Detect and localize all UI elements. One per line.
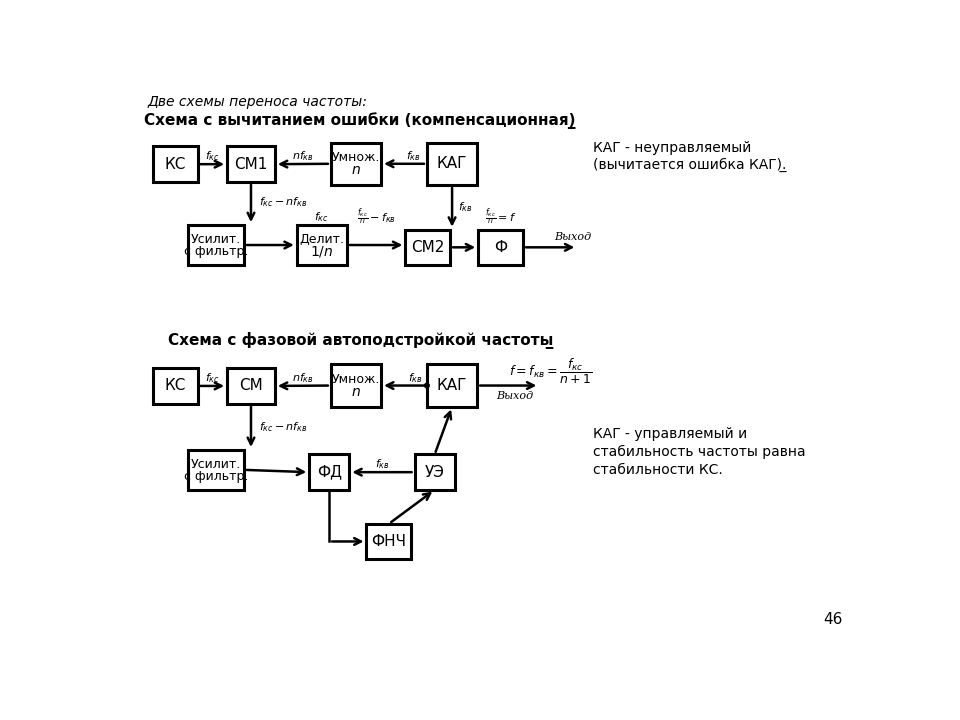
Text: СМ2: СМ2 [411,240,444,255]
Text: Ф: Ф [494,240,507,255]
Text: Выход: Выход [554,232,591,241]
Text: $n$: $n$ [351,163,361,177]
FancyBboxPatch shape [153,146,198,182]
Text: СМ: СМ [239,379,263,393]
Text: $f_{кс}$: $f_{кс}$ [315,210,329,224]
Text: $nf_{кв}$: $nf_{кв}$ [292,371,314,384]
Text: $f_{кс}-nf_{кв}$: $f_{кс}-nf_{кв}$ [259,195,307,209]
Text: стабильности КС.: стабильности КС. [592,463,723,477]
Text: 46: 46 [824,612,843,626]
Text: Схема с вычитанием ошибки (компенсационная)̲: Схема с вычитанием ошибки (компенсационн… [145,113,576,130]
Text: $f_{кв}$: $f_{кв}$ [458,200,473,214]
Text: КС: КС [164,157,185,171]
Text: $f_{кс}-nf_{кв}$: $f_{кс}-nf_{кв}$ [259,420,307,433]
Circle shape [424,383,429,388]
Text: Умнож.: Умнож. [332,373,380,386]
Text: Выход: Выход [496,392,534,401]
Text: КС: КС [164,379,185,393]
Text: $nf_{кв}$: $nf_{кв}$ [292,150,314,163]
Text: с фильтр.: с фильтр. [184,246,249,258]
Text: ФНЧ: ФНЧ [372,534,406,549]
FancyBboxPatch shape [188,450,244,490]
Text: (вычитается ошибка КАГ).̲: (вычитается ошибка КАГ).̲ [592,158,786,172]
Text: КАГ - неуправляемый: КАГ - неуправляемый [592,141,751,155]
Text: УЭ: УЭ [424,464,444,480]
Text: $f_{кс}$: $f_{кс}$ [204,150,220,163]
FancyBboxPatch shape [227,146,275,182]
FancyBboxPatch shape [188,225,244,265]
FancyBboxPatch shape [331,143,381,185]
Text: $f=f_{кв}=\dfrac{f_{кс}}{n+1}$: $f=f_{кв}=\dfrac{f_{кс}}{n+1}$ [509,357,592,387]
Text: $f_{кв}$: $f_{кв}$ [374,456,390,471]
FancyBboxPatch shape [427,364,477,407]
FancyBboxPatch shape [405,230,450,265]
Text: $\frac{f_{кс}}{n}-f_{кв}$: $\frac{f_{кс}}{n}-f_{кв}$ [356,207,396,228]
Text: Делит.: Делит. [300,233,345,246]
FancyBboxPatch shape [331,364,381,407]
FancyBboxPatch shape [227,368,275,404]
Text: СМ1: СМ1 [234,157,268,171]
FancyBboxPatch shape [153,368,198,404]
FancyBboxPatch shape [478,230,523,265]
Text: КАГ - управляемый и: КАГ - управляемый и [592,428,747,441]
Text: Усилит.: Усилит. [191,233,241,246]
Text: Схема с фазовой автоподстройкой частоты̲: Схема с фазовой автоподстройкой частоты̲ [168,332,553,349]
FancyBboxPatch shape [297,225,348,265]
Text: стабильность частоты равна: стабильность частоты равна [592,445,805,459]
FancyBboxPatch shape [309,454,349,490]
Text: Две схемы переноса частоты:: Две схемы переноса частоты: [147,95,367,109]
Text: $f_{кв}$: $f_{кв}$ [405,149,420,163]
Text: $\frac{f_{кс}}{n}=f$: $\frac{f_{кс}}{n}=f$ [485,207,516,228]
Text: ФД: ФД [317,464,342,480]
Text: Умнож.: Умнож. [332,151,380,164]
Text: КАГ: КАГ [437,156,468,171]
FancyBboxPatch shape [367,523,412,559]
Text: с фильтр.: с фильтр. [184,470,249,483]
Text: $f_{кв}$: $f_{кв}$ [408,371,422,384]
Text: $n$: $n$ [351,384,361,399]
Text: $f_{кс}$: $f_{кс}$ [204,372,220,385]
FancyBboxPatch shape [415,454,455,490]
Text: $1/n$: $1/n$ [310,245,333,259]
Text: КАГ: КАГ [437,378,468,393]
Text: Усилит.: Усилит. [191,458,241,471]
FancyBboxPatch shape [427,143,477,185]
